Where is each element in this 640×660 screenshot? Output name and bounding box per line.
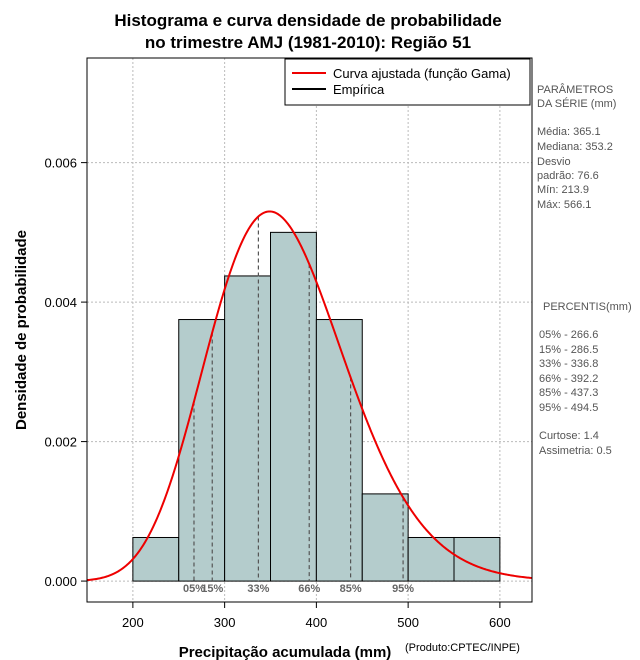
percentile-lines <box>193 216 404 582</box>
histogram-bar-5 <box>361 493 409 582</box>
x-tick-label-3: 500 <box>397 615 419 630</box>
legend-box <box>284 58 531 106</box>
plot-frame <box>86 57 533 603</box>
chart-title-line-1: Histograma e curva densidade de probabil… <box>114 11 501 30</box>
param-mean: Média: 365.1 <box>537 126 601 138</box>
histogram-bar-1 <box>178 319 226 582</box>
percentil-15: 15% - 286.5 <box>539 344 598 356</box>
histogram-bar-2 <box>224 275 272 582</box>
y-axis-title: Densidade de probabilidade <box>13 230 30 430</box>
legend-curve-label: Curva ajustada (função Gama) <box>333 66 511 81</box>
skewness: Assimetria: 0.5 <box>539 445 612 457</box>
histogram-bars <box>132 231 501 582</box>
histogram-bar-6 <box>407 536 455 582</box>
param-max: Máx: 566.1 <box>537 199 591 211</box>
percentile-label-3: 66% <box>298 583 320 595</box>
percentile-labels: 05%15% 33% 66% 85% 95% <box>183 583 414 595</box>
legend: Curva ajustada (função Gama) Empírica <box>284 58 531 106</box>
percentil-33: 33% - 336.8 <box>539 358 598 370</box>
param-sd-label: Desvio <box>537 156 571 168</box>
histogram-bar-7 <box>453 536 501 582</box>
percentil-85: 85% - 437.3 <box>539 387 598 399</box>
params-header-2: DA SÉRIE (mm) <box>537 97 616 110</box>
y-axis: 0.000 0.002 0.004 0.006 <box>44 156 87 589</box>
y-tick-label-2: 0.004 <box>44 295 77 310</box>
percentile-label-2: 33% <box>247 583 269 595</box>
param-sd-value: padrão: 76.6 <box>537 170 599 182</box>
kurtosis: Curtose: 1.4 <box>539 430 599 442</box>
param-min: Mín: 213.9 <box>537 184 589 196</box>
x-axis: 200 300 400 500 600 <box>122 602 511 630</box>
legend-empirical-label: Empírica <box>333 82 385 97</box>
statistics-panel: PARÂMETROS DA SÉRIE (mm) Média: 365.1 Me… <box>537 83 632 457</box>
x-tick-label-0: 200 <box>122 615 144 630</box>
percentil-95: 95% - 494.5 <box>539 402 598 414</box>
gamma-curve <box>86 210 533 582</box>
x-tick-label-4: 600 <box>489 615 511 630</box>
histogram-bar-0 <box>132 536 180 582</box>
percentile-label-5: 95% <box>392 583 414 595</box>
x-axis-title: Precipitação acumulada (mm) <box>179 644 392 660</box>
percentile-label-4: 85% <box>340 583 362 595</box>
y-tick-label-3: 0.006 <box>44 156 77 171</box>
product-note: (Produto:CPTEC/INPE) <box>405 642 520 654</box>
percentil-05: 05% - 266.6 <box>539 329 598 341</box>
histogram-bar-4 <box>315 319 363 582</box>
x-tick-label-2: 400 <box>306 615 328 630</box>
percentile-label-1: 15% <box>201 583 223 595</box>
y-tick-label-0: 0.000 <box>44 574 77 589</box>
x-tick-label-1: 300 <box>214 615 236 630</box>
chart-title-line-2: no trimestre AMJ (1981-2010): Região 51 <box>145 33 471 52</box>
params-header-1: PARÂMETROS <box>537 83 613 96</box>
y-tick-label-1: 0.002 <box>44 435 77 450</box>
percentile-label-0: 05% <box>183 583 205 595</box>
param-median: Mediana: 353.2 <box>537 141 613 153</box>
percentil-66: 66% - 392.2 <box>539 373 598 385</box>
percentis-header: PERCENTIS(mm) <box>543 301 632 313</box>
